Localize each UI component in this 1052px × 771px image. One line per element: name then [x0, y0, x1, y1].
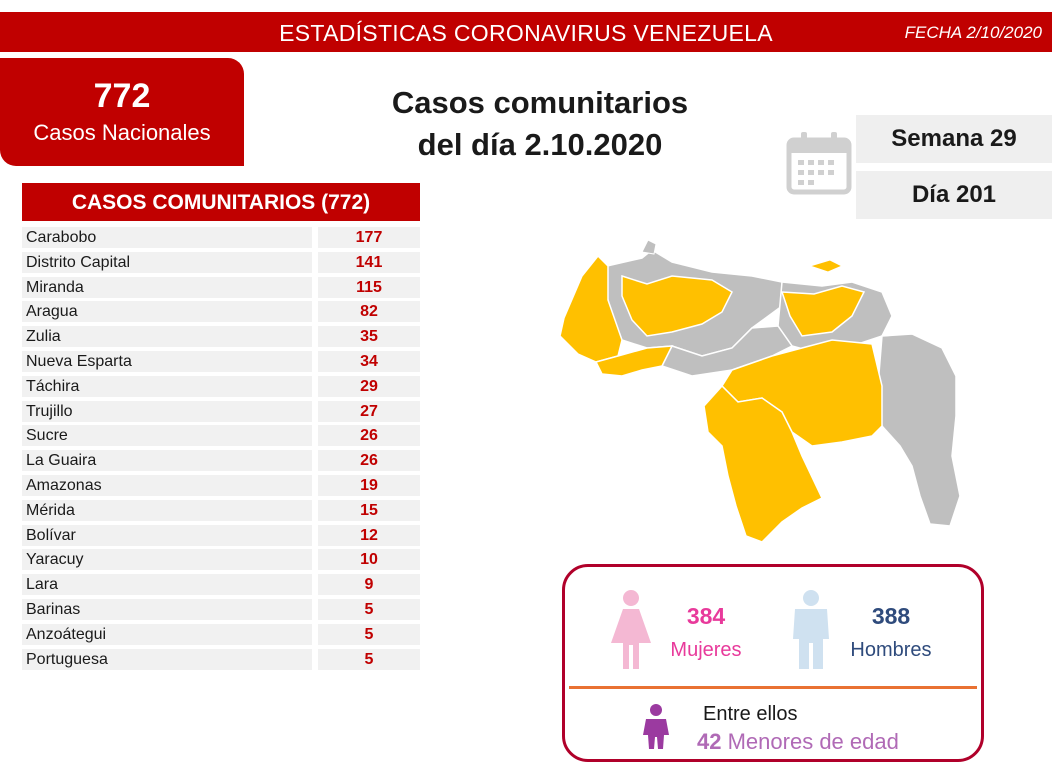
state-cases: 82 [318, 301, 420, 323]
page-title: ESTADÍSTICAS CORONAVIRUS VENEZUELA [279, 20, 773, 46]
table-row: Distrito Capital 141 [22, 251, 420, 273]
headline-line2: del día 2.10.2020 [417, 127, 663, 162]
report-date: FECHA 2/10/2020 [904, 23, 1042, 42]
minors-intro: Entre ellos [703, 703, 798, 725]
state-cases: 19 [318, 474, 420, 496]
state-cases: 5 [318, 623, 420, 645]
minors-label: Menores de edad [727, 729, 899, 754]
table-row: La Guaira 26 [22, 450, 420, 472]
state-name: Nueva Esparta [22, 350, 312, 372]
woman-icon [611, 590, 651, 669]
state-name: Aragua [22, 301, 312, 323]
calendar-icon [786, 132, 852, 195]
table-row: Nueva Esparta 34 [22, 350, 420, 372]
state-cases: 9 [318, 574, 420, 596]
men-count: 388 [871, 603, 911, 629]
minors-count: 42 [697, 729, 722, 754]
state-cases: 10 [318, 549, 420, 571]
state-name: Zulia [22, 326, 312, 348]
state-name: Distrito Capital [22, 251, 312, 273]
table-row: Miranda 115 [22, 276, 420, 298]
state-cases: 26 [318, 425, 420, 447]
state-name: Táchira [22, 375, 312, 397]
state-cases: 141 [318, 251, 420, 273]
state-cases: 177 [318, 227, 420, 248]
state-name: Barinas [22, 598, 312, 620]
state-name: Amazonas [22, 474, 312, 496]
table-row: Bolívar 12 [22, 524, 420, 546]
state-cases: 29 [318, 375, 420, 397]
header-bar: ESTADÍSTICAS CORONAVIRUS VENEZUELA FECHA… [0, 12, 1052, 52]
national-count: 772 [93, 77, 151, 115]
map-region-zulia [559, 254, 623, 363]
national-label: Casos Nacionales [33, 120, 211, 145]
man-icon [793, 590, 829, 669]
state-cases: 27 [318, 400, 420, 422]
state-cases: 12 [318, 524, 420, 546]
table-row: Yaracuy 10 [22, 549, 420, 571]
child-icon [643, 704, 669, 749]
state-name: Trujillo [22, 400, 312, 422]
table-row: Amazonas 19 [22, 474, 420, 496]
venezuela-map [559, 239, 961, 543]
state-cases: 5 [318, 648, 420, 670]
table-row: Lara 9 [22, 574, 420, 596]
table-row: Mérida 15 [22, 499, 420, 521]
women-label: Mujeres [670, 639, 742, 661]
state-name: Carabobo [22, 227, 312, 248]
state-name: Lara [22, 574, 312, 596]
table-row: Anzoátegui 5 [22, 623, 420, 645]
minors-text: 42 Menores de edad [697, 729, 899, 755]
state-name: Anzoátegui [22, 623, 312, 645]
state-name: Portuguesa [22, 648, 312, 670]
week-label: Semana 29 [856, 115, 1052, 163]
map-region-margarita [808, 259, 844, 273]
state-name: Sucre [22, 425, 312, 447]
state-name: La Guaira [22, 450, 312, 472]
headline-line1: Casos comunitarios [391, 85, 689, 120]
map-region-andes [594, 345, 674, 377]
table-row: Zulia 35 [22, 326, 420, 348]
state-cases: 15 [318, 499, 420, 521]
national-cases-box: 772 Casos Nacionales [0, 58, 244, 166]
state-name: Yaracuy [22, 549, 312, 571]
state-cases: 35 [318, 326, 420, 348]
table-row: Portuguesa 5 [22, 648, 420, 670]
women-count: 384 [686, 603, 726, 629]
table-title: CASOS COMUNITARIOS (772) [22, 183, 420, 221]
state-cases: 115 [318, 276, 420, 298]
map-region-sucre-anzoategui [780, 285, 866, 337]
table-row: Carabobo 177 [22, 227, 420, 248]
map-region-delta [877, 333, 961, 527]
map-region-center-north [621, 274, 733, 337]
state-name: Bolívar [22, 524, 312, 546]
gender-box: 384 Mujeres 388 Hombres Entre ellos 42 M… [562, 564, 984, 762]
table-row: Trujillo 27 [22, 400, 420, 422]
table-row: Aragua 82 [22, 301, 420, 323]
table-row: Táchira 29 [22, 375, 420, 397]
map-region-llanos [660, 325, 794, 377]
map-region-amazonas [703, 384, 823, 543]
state-cases: 34 [318, 350, 420, 372]
gender-divider [569, 686, 977, 689]
state-cases: 5 [318, 598, 420, 620]
state-name: Mérida [22, 499, 312, 521]
state-cases: 26 [318, 450, 420, 472]
headline: Casos comunitarios del día 2.10.2020 [340, 82, 740, 166]
day-label: Día 201 [856, 171, 1052, 219]
table-row: Barinas 5 [22, 598, 420, 620]
cases-table: Carabobo 177 Distrito Capital 141 Miranda 115… [22, 227, 420, 673]
table-row: Sucre 26 [22, 425, 420, 447]
men-label: Hombres [850, 639, 932, 661]
state-name: Miranda [22, 276, 312, 298]
map-region-paraguana [641, 239, 657, 255]
